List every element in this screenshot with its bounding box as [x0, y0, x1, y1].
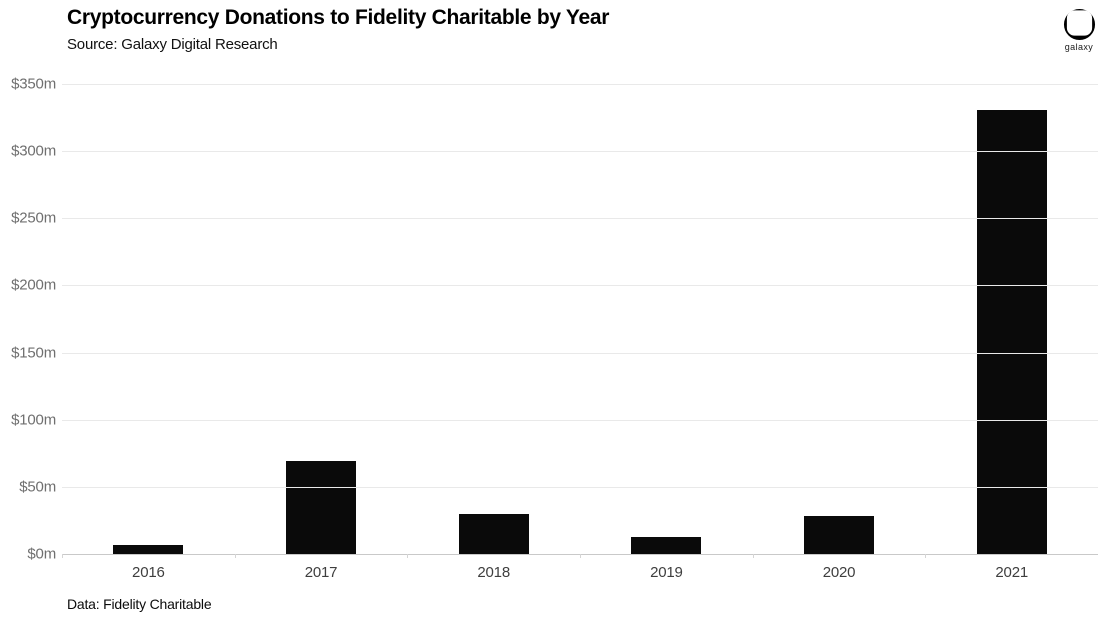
- page-subtitle: Source: Galaxy Digital Research: [67, 36, 278, 53]
- x-axis-tick: [925, 554, 927, 558]
- bar-2018[interactable]: [458, 513, 529, 554]
- x-axis: 2016 2017 2018 2019 2020 2021: [62, 555, 1098, 581]
- x-axis-tick: [580, 554, 581, 558]
- bar-slot: [580, 84, 753, 554]
- bar-2019[interactable]: [631, 536, 702, 554]
- x-tick-label: 2021: [995, 564, 1028, 581]
- bar-slot: [235, 84, 408, 554]
- gridline: [62, 84, 1098, 85]
- y-tick-label: $300m: [11, 142, 56, 160]
- x-tick-label: 2018: [477, 564, 510, 581]
- x-tick-label: 2016: [132, 564, 165, 581]
- galaxy-circle-icon: [1057, 8, 1100, 41]
- gridline: [62, 352, 1098, 354]
- bar-slot: [407, 84, 580, 554]
- gridline: [62, 486, 1098, 488]
- bar-2017[interactable]: [286, 461, 356, 554]
- y-axis: $0m $50m $100m $150m $200m $250m $300m $350m: [0, 76, 56, 563]
- x-axis-tick: [234, 554, 236, 558]
- bar-slot: [925, 84, 1098, 554]
- x-tick-label: 2019: [650, 564, 683, 581]
- plot-area: [62, 84, 1098, 558]
- x-tick-label: 2020: [822, 564, 856, 581]
- bar-slot: [753, 84, 926, 554]
- bar-2021[interactable]: [976, 109, 1047, 554]
- y-tick-label: $350m: [11, 75, 56, 93]
- galaxy-logo: galaxy: [1057, 8, 1100, 52]
- galaxy-logo-label: galaxy: [1064, 42, 1094, 52]
- bar-slot: [62, 84, 235, 554]
- y-tick-label: $200m: [11, 276, 56, 294]
- y-tick-label: $50m: [19, 478, 56, 496]
- page-title: Cryptocurrency Donations to Fidelity Cha…: [67, 6, 610, 29]
- bar-2020[interactable]: [804, 516, 875, 554]
- x-axis-tick: [62, 554, 63, 558]
- footer-note: Data: Fidelity Charitable: [67, 596, 212, 612]
- x-tick-label: 2017: [304, 564, 338, 581]
- y-tick-label: $150m: [11, 344, 56, 362]
- bar-2016[interactable]: [113, 544, 184, 554]
- y-tick-label: $0m: [27, 545, 56, 563]
- y-tick-label: $250m: [11, 209, 56, 227]
- bars-row: [62, 84, 1098, 554]
- gridline: [62, 285, 1098, 287]
- gridline: [62, 151, 1098, 153]
- x-axis-tick: [407, 554, 409, 558]
- y-tick-label: $100m: [11, 411, 56, 429]
- x-axis-tick: [752, 554, 754, 558]
- gridline: [62, 218, 1098, 220]
- gridline: [62, 419, 1098, 421]
